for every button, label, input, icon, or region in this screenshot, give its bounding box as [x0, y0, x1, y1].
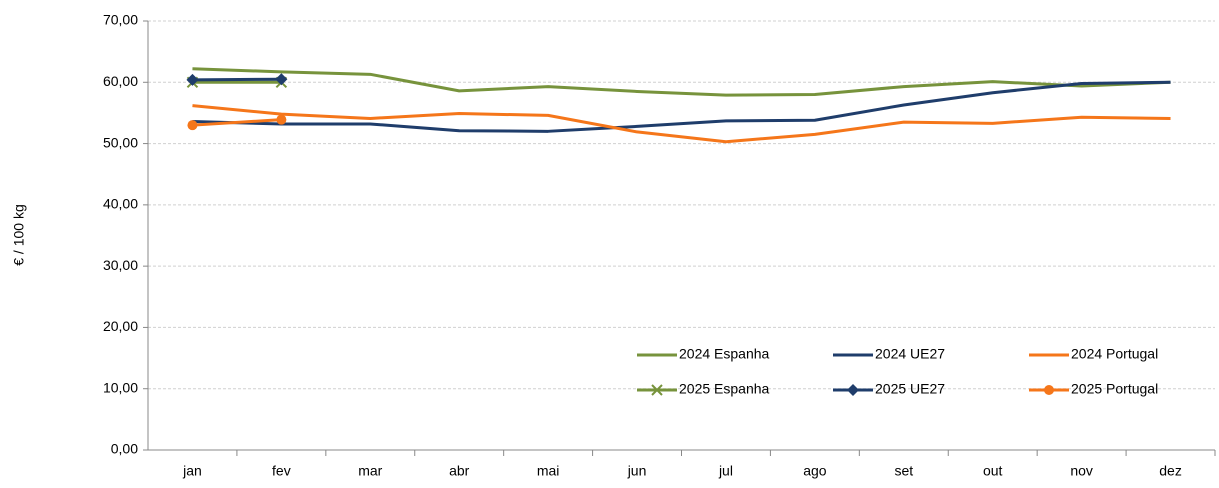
marker [186, 73, 199, 86]
x-tick-label: jan [182, 463, 202, 479]
x-tick-label: abr [449, 463, 470, 479]
x-tick-label: jun [627, 463, 647, 479]
x-tick-label: mai [537, 463, 560, 479]
marker [275, 73, 288, 86]
y-tick-label: 50,00 [103, 134, 138, 150]
legend-label: 2025 Portugal [1071, 381, 1158, 397]
y-tick-label: 0,00 [111, 441, 138, 457]
x-tick-label: out [983, 463, 1003, 479]
marker [276, 114, 287, 125]
series-line [192, 80, 1171, 133]
y-tick-label: 30,00 [103, 257, 138, 273]
marker [1044, 385, 1054, 395]
y-tick-label: 20,00 [103, 318, 138, 334]
y-axis-label: € / 100 kg [11, 204, 27, 266]
series-line [192, 77, 282, 82]
legend-label: 2025 Espanha [679, 381, 770, 397]
x-tick-label: set [894, 463, 913, 479]
series-line [192, 67, 1171, 97]
y-tick-label: 60,00 [103, 73, 138, 89]
x-tick-label: jul [718, 463, 733, 479]
series-line [192, 118, 282, 127]
marker [187, 120, 198, 131]
legend-label: 2024 Espanha [679, 346, 770, 362]
legend-label: 2024 Portugal [1071, 346, 1158, 362]
x-tick-label: nov [1070, 463, 1093, 479]
marker [847, 384, 859, 396]
x-tick-label: mar [358, 463, 382, 479]
legend-label: 2025 UE27 [875, 381, 945, 397]
series-line [192, 104, 1171, 144]
y-tick-label: 10,00 [103, 379, 138, 395]
y-tick-label: 40,00 [103, 196, 138, 212]
x-tick-label: fev [272, 463, 291, 479]
x-tick-label: ago [803, 463, 827, 479]
y-tick-label: 70,00 [103, 12, 138, 28]
marker [651, 384, 663, 396]
legend-label: 2024 UE27 [875, 346, 945, 362]
x-tick-label: dez [1159, 463, 1182, 479]
